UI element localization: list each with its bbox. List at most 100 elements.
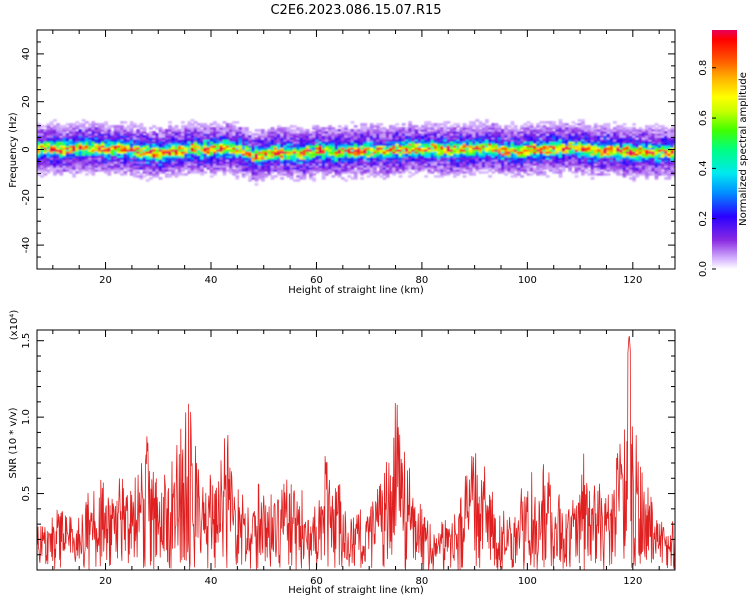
spectrogram-cell	[184, 159, 188, 162]
spectrogram-cell	[347, 171, 352, 174]
spectrogram-cell	[593, 159, 598, 162]
spectrogram-cell	[126, 153, 131, 156]
spectrogram-cell	[600, 151, 604, 154]
spectrogram-cell	[513, 175, 518, 178]
spectrogram-cell	[638, 157, 643, 160]
spectrogram-cell	[641, 155, 646, 158]
spectrogram-cell	[574, 159, 579, 162]
spectrogram-cell	[395, 169, 400, 172]
spectrogram-cell	[616, 145, 620, 148]
spectrogram-cell	[606, 155, 611, 158]
spectrogram-cell	[293, 165, 297, 168]
spectrogram-cell	[302, 161, 307, 164]
spectrogram-cell	[408, 137, 412, 140]
spectrogram-cell	[654, 157, 659, 160]
spectrogram-cell	[373, 173, 377, 176]
spectrogram-cell	[107, 149, 112, 152]
spectrogram-cell	[286, 171, 291, 174]
spectrogram-cell	[411, 149, 416, 152]
spectrogram-cell	[203, 145, 208, 148]
spectrogram-cell	[49, 169, 54, 172]
spectrogram-cell	[661, 165, 665, 168]
spectrogram-cell	[424, 131, 428, 134]
spectrogram-cell	[654, 173, 659, 176]
snr-frame	[36, 329, 676, 571]
spectrogram-cell	[40, 137, 44, 140]
spectrogram-cell	[417, 139, 422, 142]
spectrogram-cell	[622, 133, 627, 136]
spectrogram-cell	[104, 167, 108, 170]
spectrogram-cell	[456, 145, 460, 148]
spectrogram-cell	[53, 161, 57, 164]
spectrogram-cell	[296, 133, 300, 136]
spectrogram-cell	[523, 149, 528, 152]
spectrogram-cell	[168, 167, 172, 170]
spectrogram-cell	[373, 141, 377, 144]
spectrogram-cell	[424, 163, 428, 166]
spectrogram-cell	[142, 175, 147, 178]
spectrogram-cell	[613, 131, 617, 134]
spectrogram-cell	[625, 161, 630, 164]
spectrogram-cell	[238, 131, 243, 134]
spectrogram-cell	[533, 169, 537, 172]
spectrogram-cell	[318, 157, 323, 160]
spectrogram-cell	[629, 161, 633, 164]
spectrogram-cell	[398, 155, 403, 158]
spectrogram-cell	[344, 169, 348, 172]
spectrogram-cell	[270, 165, 275, 168]
spectrogram-cell	[414, 145, 419, 148]
spectrogram-cell	[382, 169, 387, 172]
spectrogram-cell	[491, 143, 496, 146]
spectrogram-cell	[171, 153, 176, 156]
spectrogram-cell	[142, 141, 147, 144]
spectrogram-cell	[193, 161, 198, 164]
spectrogram-cell	[296, 167, 300, 170]
spectrogram-cell	[363, 123, 368, 126]
spectrogram-cell	[398, 131, 403, 134]
spectrogram-cell	[232, 143, 236, 146]
spectrogram-cell	[523, 153, 528, 156]
spectrogram-cell	[488, 125, 492, 128]
spectrogram-cell	[603, 127, 608, 130]
spectrogram-cell	[75, 151, 80, 154]
spectrogram-cell	[101, 169, 105, 172]
spectrogram-cell	[56, 155, 60, 158]
spectrogram-cell	[341, 161, 345, 164]
spectrogram-cell	[193, 125, 198, 128]
spectrogram-cell	[312, 173, 316, 176]
spectrogram-cell	[341, 167, 345, 170]
spectrogram-cell	[478, 159, 483, 162]
spectrogram-cell	[203, 163, 208, 166]
spectrogram-cell	[126, 159, 131, 162]
spectrogram-cell	[302, 163, 307, 166]
spectrogram-cell	[437, 169, 441, 172]
spectrogram-cell	[549, 153, 553, 156]
spectrogram-cell	[62, 163, 67, 166]
spectrogram-cell	[241, 161, 246, 164]
spectrogram-cell	[88, 153, 92, 156]
spectrogram-cell	[360, 177, 364, 180]
spectrogram-cell	[584, 171, 588, 174]
spectrogram-cell	[504, 141, 508, 144]
spectrogram-cell	[600, 131, 604, 134]
spectrogram-cell	[571, 161, 576, 164]
spectrogram-cell	[507, 145, 512, 148]
spectrogram-cell	[299, 129, 304, 132]
spectrogram-cell	[638, 171, 643, 174]
spectrogram-cell	[446, 143, 451, 146]
spectrogram-cell	[385, 135, 390, 138]
spectrogram-cell	[414, 141, 419, 144]
spectrogram-cell	[427, 127, 432, 130]
spectrogram-cell	[574, 157, 579, 160]
spectrogram-cell	[446, 155, 451, 158]
spectrogram-cell	[501, 153, 505, 156]
spectrogram-cell	[117, 145, 121, 148]
spectrogram-cell	[526, 131, 531, 134]
spectrogram-cell	[593, 125, 598, 128]
spectrogram-cell	[120, 135, 124, 138]
spectrogram-cell	[341, 129, 345, 132]
spectrogram-cell	[225, 163, 230, 166]
spectrogram-cell	[542, 165, 547, 168]
spectrogram-cell	[491, 125, 496, 128]
spectrogram-cell	[478, 167, 483, 170]
